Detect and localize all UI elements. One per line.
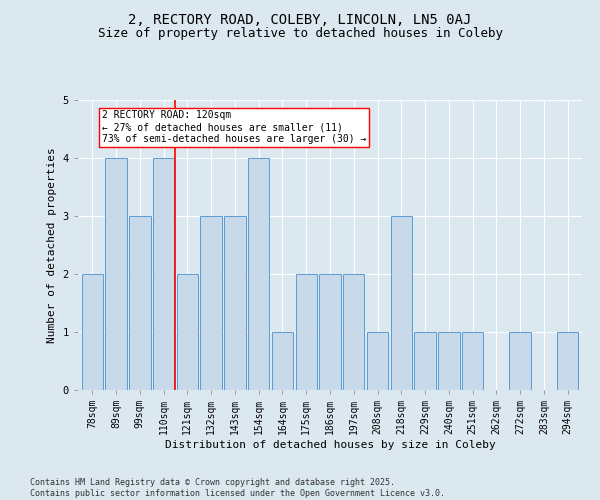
X-axis label: Distribution of detached houses by size in Coleby: Distribution of detached houses by size … <box>164 440 496 450</box>
Bar <box>557 332 578 390</box>
Bar <box>129 216 151 390</box>
Bar <box>248 158 269 390</box>
Bar <box>462 332 484 390</box>
Bar <box>106 158 127 390</box>
Bar <box>509 332 531 390</box>
Y-axis label: Number of detached properties: Number of detached properties <box>47 147 57 343</box>
Bar <box>391 216 412 390</box>
Text: Size of property relative to detached houses in Coleby: Size of property relative to detached ho… <box>97 28 503 40</box>
Text: 2, RECTORY ROAD, COLEBY, LINCOLN, LN5 0AJ: 2, RECTORY ROAD, COLEBY, LINCOLN, LN5 0A… <box>128 12 472 26</box>
Bar <box>224 216 245 390</box>
Bar <box>176 274 198 390</box>
Bar <box>82 274 103 390</box>
Bar <box>438 332 460 390</box>
Bar <box>319 274 341 390</box>
Bar <box>343 274 364 390</box>
Bar <box>200 216 222 390</box>
Bar <box>272 332 293 390</box>
Bar <box>415 332 436 390</box>
Bar <box>296 274 317 390</box>
Bar <box>153 158 174 390</box>
Text: Contains HM Land Registry data © Crown copyright and database right 2025.
Contai: Contains HM Land Registry data © Crown c… <box>30 478 445 498</box>
Bar <box>367 332 388 390</box>
Text: 2 RECTORY ROAD: 120sqm
← 27% of detached houses are smaller (11)
73% of semi-det: 2 RECTORY ROAD: 120sqm ← 27% of detached… <box>102 110 366 144</box>
